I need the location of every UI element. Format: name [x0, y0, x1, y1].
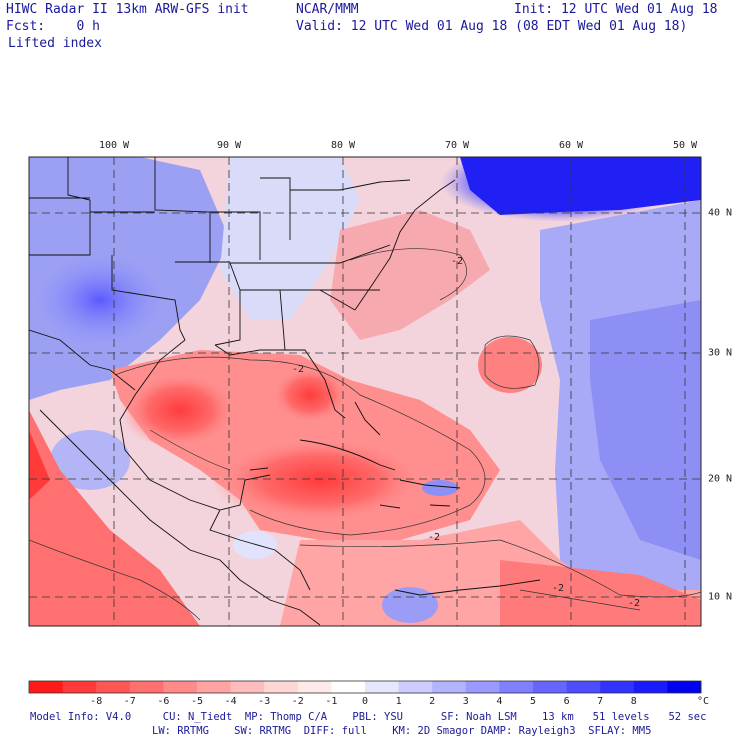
- colorbar-swatch: [331, 681, 366, 693]
- colorbar-swatch: [163, 681, 198, 693]
- colorbar-unit: °C: [697, 696, 709, 707]
- contour-label: -2: [292, 364, 304, 375]
- colorbar-swatch: [230, 681, 265, 693]
- colorbar-tick-label: 7: [597, 696, 603, 707]
- lat-label-30n: 30 N: [708, 347, 733, 359]
- valid-time: Valid: 12 UTC Wed 01 Aug 18 (08 EDT Wed …: [296, 19, 688, 34]
- colorbar-swatch: [264, 681, 299, 693]
- colorbar-swatch: [600, 681, 635, 693]
- colorbar-tick-label: 1: [396, 696, 402, 707]
- colorbar-swatch: [62, 681, 97, 693]
- colorbar-tick-label: -4: [225, 696, 237, 707]
- organization-label: NCAR/MMM: [296, 2, 359, 17]
- colorbar-swatch: [398, 681, 433, 693]
- chart-title: HIWC Radar II 13km ARW-GFS init: [6, 2, 249, 17]
- colorbar-swatch: [29, 681, 64, 693]
- colorbar-tick-label: 2: [429, 696, 435, 707]
- colorbar-swatch: [499, 681, 534, 693]
- colorbar-tick-label: 4: [496, 696, 502, 707]
- colorbar-swatch: [129, 681, 164, 693]
- colorbar-labels: -8 -7 -6 -5 -4 -3 -2 -1 0 1 2 3 4 5 6 7 8: [90, 696, 637, 707]
- model-info-line-2: LW: RRTMG SW: RRTMG DIFF: full KM: 2D Sm…: [152, 725, 652, 737]
- colorbar-swatch: [566, 681, 601, 693]
- map-border: [28, 156, 702, 627]
- colorbar-swatch: [297, 681, 332, 693]
- colorbar-swatch: [96, 681, 131, 693]
- contour-label: -2: [628, 598, 640, 609]
- colorbar-tick-label: -5: [191, 696, 203, 707]
- contour-label: -2: [428, 532, 440, 543]
- colorbar-tick-label: -8: [90, 696, 102, 707]
- colorbar-tick-label: 8: [631, 696, 637, 707]
- colorbar-tick-label: 6: [564, 696, 570, 707]
- colorbar-tick-label: -6: [157, 696, 169, 707]
- colorbar-tick-label: -1: [325, 696, 337, 707]
- colorbar-tick-label: -3: [258, 696, 270, 707]
- shaded-field: [29, 157, 701, 626]
- model-info-line-1: Model Info: V4.0 CU: N_Tiedt MP: Thomp C…: [30, 711, 707, 723]
- lat-label-10n: 10 N: [708, 591, 733, 603]
- contour-labels: -2 -2 -2 -2 -2: [292, 256, 640, 609]
- init-time: Init: 12 UTC Wed 01 Aug 18: [514, 2, 718, 17]
- lon-label-90w: 90 W: [216, 140, 242, 151]
- lat-label-20n: 20 N: [708, 473, 733, 485]
- colorbar-swatch: [533, 681, 568, 693]
- field-name: Lifted index: [8, 36, 102, 51]
- lat-label-40n: 40 N: [708, 207, 733, 219]
- lon-label-70w: 70 W: [444, 140, 470, 151]
- colorbar-tick-label: 3: [463, 696, 469, 707]
- colorbar-swatch: [633, 681, 668, 693]
- colorbar-swatch: [667, 681, 702, 693]
- colorbar-tick-label: -2: [292, 696, 304, 707]
- colorbar-swatch: [465, 681, 500, 693]
- lat-lon-grid: [29, 157, 701, 626]
- contour-label: -2: [451, 256, 463, 267]
- colorbar-tick-label: 5: [530, 696, 536, 707]
- colorbar-swatch: [365, 681, 400, 693]
- colorbar-swatch: [432, 681, 467, 693]
- contour-label: -2: [552, 583, 564, 594]
- political-boundaries: [29, 157, 541, 626]
- lon-label-80w: 80 W: [330, 140, 356, 151]
- forecast-hour: Fcst: 0 h: [6, 19, 100, 34]
- colorbar-tick-label: 0: [362, 696, 368, 707]
- lon-label-100w: 100 W: [98, 140, 130, 151]
- colorbar-swatches: [29, 681, 702, 693]
- colorbar-swatch: [197, 681, 232, 693]
- lon-label-50w: 50 W: [672, 140, 698, 151]
- lon-label-60w: 60 W: [558, 140, 584, 151]
- colorbar-tick-label: -7: [124, 696, 136, 707]
